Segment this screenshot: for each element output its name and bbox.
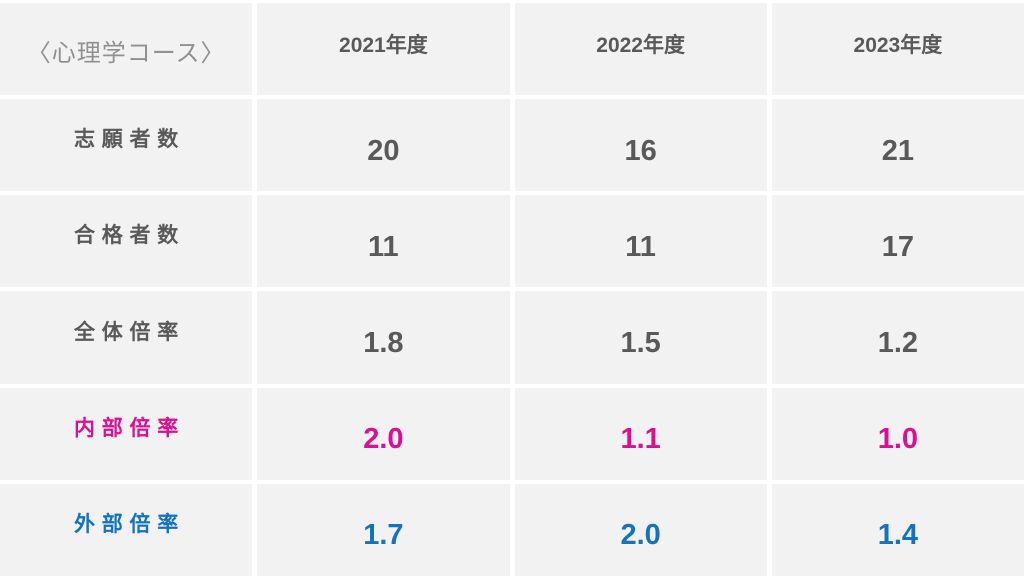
cell-value: 1.7 xyxy=(363,519,404,552)
cell-overall-ratio-2021: 1.8 xyxy=(257,291,510,384)
column-header-label: 2021年度 xyxy=(339,34,428,58)
column-header-2023: 2023年度 xyxy=(771,3,1024,96)
cell-external-ratio-2022: 2.0 xyxy=(514,483,767,576)
column-header-2021: 2021年度 xyxy=(257,3,510,96)
column-header-label: 2022年度 xyxy=(596,34,685,58)
cell-value: 1.5 xyxy=(620,327,661,360)
row-label: 全体倍率 xyxy=(74,320,185,344)
cell-accepted-2022: 11 xyxy=(514,195,767,288)
column-header-label: 2023年度 xyxy=(853,34,943,58)
cell-overall-ratio-2023: 1.2 xyxy=(771,291,1024,384)
cell-value: 2.0 xyxy=(620,519,661,552)
cell-value: 21 xyxy=(881,134,914,167)
row-header-applicants: 志願者数 xyxy=(0,99,253,192)
cell-internal-ratio-2023: 1.0 xyxy=(771,387,1024,480)
row-label: 内部倍率 xyxy=(74,416,185,440)
cell-internal-ratio-2021: 2.0 xyxy=(257,387,510,480)
row-label: 合格者数 xyxy=(74,224,185,248)
cell-value: 1.8 xyxy=(363,327,404,360)
cell-external-ratio-2021: 1.7 xyxy=(257,483,510,576)
cell-applicants-2021: 20 xyxy=(257,99,510,192)
cell-applicants-2023: 21 xyxy=(771,99,1024,192)
cell-value: 1.0 xyxy=(877,423,919,456)
row-header-accepted: 合格者数 xyxy=(0,195,253,288)
table-title: 〈心理学コース〉 xyxy=(26,39,226,67)
cell-value: 1.1 xyxy=(620,423,661,456)
cell-internal-ratio-2022: 1.1 xyxy=(514,387,767,480)
row-header-internal-ratio: 内部倍率 xyxy=(0,387,253,480)
cell-external-ratio-2023: 1.4 xyxy=(771,483,1024,576)
cell-overall-ratio-2022: 1.5 xyxy=(514,291,767,384)
table-corner-cell: 〈心理学コース〉 xyxy=(0,3,253,96)
cell-value: 1.4 xyxy=(877,519,919,552)
cell-applicants-2022: 16 xyxy=(514,99,767,192)
cell-accepted-2021: 11 xyxy=(257,195,510,288)
column-header-2022: 2022年度 xyxy=(514,3,767,96)
row-label: 志願者数 xyxy=(74,128,185,152)
cell-value: 16 xyxy=(624,134,657,167)
cell-value: 11 xyxy=(625,230,656,263)
cell-value: 11 xyxy=(368,230,399,263)
row-header-external-ratio: 外部倍率 xyxy=(0,483,253,576)
cell-value: 17 xyxy=(881,230,914,263)
cell-value: 20 xyxy=(367,134,400,167)
cell-value: 2.0 xyxy=(363,423,404,456)
row-header-overall-ratio: 全体倍率 xyxy=(0,291,253,384)
cell-value: 1.2 xyxy=(877,327,919,360)
cell-accepted-2023: 17 xyxy=(771,195,1024,288)
row-label: 外部倍率 xyxy=(74,512,185,536)
